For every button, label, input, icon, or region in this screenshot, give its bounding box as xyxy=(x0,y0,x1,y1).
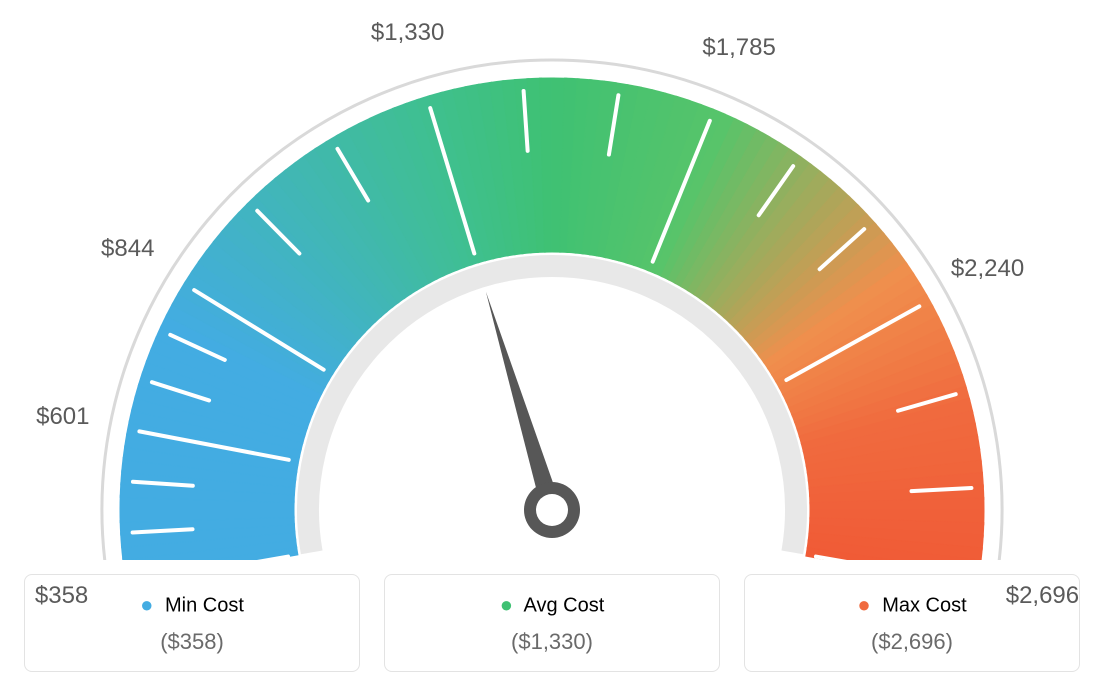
gauge-tick-label: $1,330 xyxy=(371,19,444,47)
dot-icon: ● xyxy=(857,592,870,617)
legend-card-avg: ● Avg Cost ($1,330) xyxy=(384,574,720,672)
gauge-tick-label: $844 xyxy=(101,235,154,263)
gauge-chart: $358$601$844$1,330$1,785$2,240$2,696 xyxy=(0,0,1104,560)
gauge-tick-label: $1,785 xyxy=(702,34,775,62)
dot-icon: ● xyxy=(500,592,513,617)
legend-value-avg: ($1,330) xyxy=(395,629,709,655)
legend-label-avg: Avg Cost xyxy=(523,594,604,616)
legend-title-max: ● Max Cost xyxy=(755,593,1069,619)
gauge-tick-label: $601 xyxy=(36,403,89,431)
legend-title-min: ● Min Cost xyxy=(35,593,349,619)
legend-value-min: ($358) xyxy=(35,629,349,655)
legend-card-min: ● Min Cost ($358) xyxy=(24,574,360,672)
dot-icon: ● xyxy=(140,592,153,617)
legend-card-max: ● Max Cost ($2,696) xyxy=(744,574,1080,672)
legend-label-max: Max Cost xyxy=(882,594,966,616)
gauge-svg xyxy=(0,0,1104,560)
legend-title-avg: ● Avg Cost xyxy=(395,593,709,619)
legend-row: ● Min Cost ($358) ● Avg Cost ($1,330) ● … xyxy=(0,574,1104,672)
legend-label-min: Min Cost xyxy=(165,594,244,616)
legend-value-max: ($2,696) xyxy=(755,629,1069,655)
gauge-tick-label: $2,240 xyxy=(951,255,1024,283)
